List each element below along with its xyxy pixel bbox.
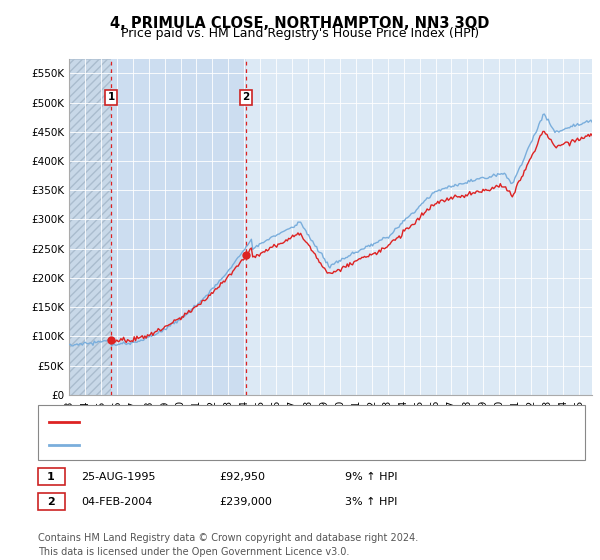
Text: £239,000: £239,000	[219, 497, 272, 507]
Text: HPI: Average price, detached house, West Northamptonshire: HPI: Average price, detached house, West…	[83, 440, 422, 450]
Text: 04-FEB-2004: 04-FEB-2004	[81, 497, 152, 507]
Bar	[111, 59, 246, 395]
Text: 9% ↑ HPI: 9% ↑ HPI	[345, 472, 398, 482]
Text: 1: 1	[47, 472, 55, 482]
Text: 2: 2	[47, 497, 55, 507]
Text: 2: 2	[242, 92, 250, 102]
Text: Price paid vs. HM Land Registry's House Price Index (HPI): Price paid vs. HM Land Registry's House …	[121, 27, 479, 40]
Text: 25-AUG-1995: 25-AUG-1995	[81, 472, 155, 482]
Text: £92,950: £92,950	[219, 472, 265, 482]
Text: Contains HM Land Registry data © Crown copyright and database right 2024.
This d: Contains HM Land Registry data © Crown c…	[38, 533, 418, 557]
Text: 1: 1	[107, 92, 115, 102]
Text: 4, PRIMULA CLOSE, NORTHAMPTON, NN3 3QD: 4, PRIMULA CLOSE, NORTHAMPTON, NN3 3QD	[110, 16, 490, 31]
Text: 4, PRIMULA CLOSE, NORTHAMPTON, NN3 3QD (detached house): 4, PRIMULA CLOSE, NORTHAMPTON, NN3 3QD (…	[83, 417, 441, 427]
Bar	[69, 59, 111, 395]
Text: 3% ↑ HPI: 3% ↑ HPI	[345, 497, 397, 507]
